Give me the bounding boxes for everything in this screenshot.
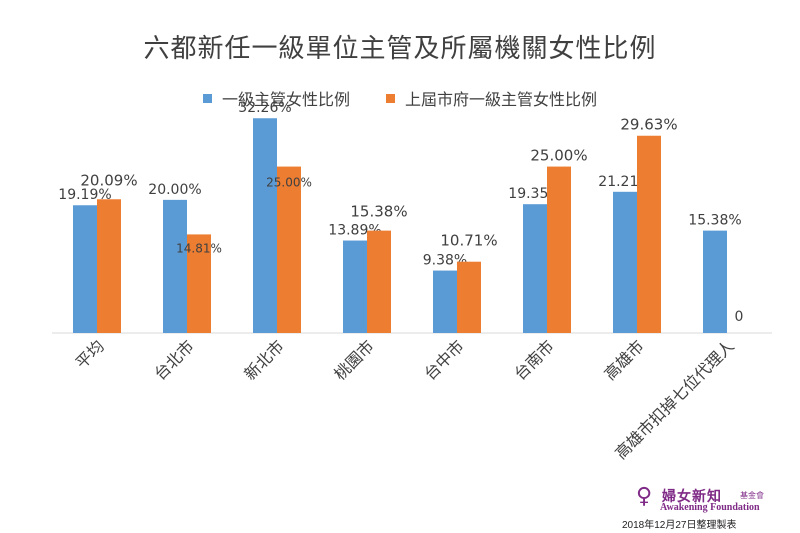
bar-series-1-1: [163, 199, 187, 333]
bar-series-1-5: [523, 204, 547, 333]
data-label-series-1-1: 20.00%: [148, 182, 201, 198]
category-label-4: 台中市: [420, 336, 467, 383]
legend-item-series-2: 上屆市府一級主管女性比例: [386, 86, 597, 110]
bar-series-1-7: [703, 230, 727, 333]
bar-series-2-2: [277, 166, 301, 333]
bar-series-1-2: [253, 118, 277, 333]
data-label-series-2-0: 20.09%: [80, 171, 137, 189]
data-label-series-1-2: 32.26%: [238, 100, 291, 116]
bar-series-1-6: [613, 191, 637, 333]
logo-name-en: Awakening Foundation: [660, 502, 760, 513]
logo-name-cn: 婦女新知: [662, 489, 722, 505]
category-label-6: 高雄市: [600, 336, 647, 383]
logo-name-cn-suffix: 基金會: [740, 491, 764, 500]
category-label-3: 桃園市: [330, 336, 377, 383]
awakening-foundation-logo: ♀ 婦女新知 基金會 Awakening Foundation: [636, 486, 796, 516]
bar-series-2-1: [187, 234, 211, 333]
data-label-series-2-1: 14.81%: [176, 241, 222, 255]
bar-series-1-4: [433, 270, 457, 333]
data-label-series-1-7: 15.38%: [688, 213, 741, 229]
bar-series-2-5: [547, 166, 571, 333]
bar-series-2-0: [97, 199, 121, 333]
legend-swatch-series-1: [202, 93, 212, 103]
chart-legend: 一級主管女性比例 上屆市府一級主管女性比例: [0, 86, 800, 110]
female-symbol-icon: ♀: [636, 484, 653, 509]
data-label-series-2-3: 15.38%: [350, 203, 407, 221]
footnote-date: 2018年12月27日整理製表: [622, 520, 737, 531]
bar-series-1-0: [73, 205, 97, 333]
legend-item-series-1: 一級主管女性比例: [202, 86, 350, 110]
legend-label-series-2: 上屆市府一級主管女性比例: [405, 90, 598, 109]
bar-series-1-3: [343, 240, 367, 333]
legend-label-series-1: 一級主管女性比例: [221, 90, 350, 109]
data-label-series-1-0: 19.19%: [58, 187, 111, 203]
data-label-series-2-5: 25.00%: [530, 147, 587, 165]
bar-series-2-4: [457, 261, 481, 333]
bar-series-2-3: [367, 230, 391, 333]
data-label-series-2-4: 10.71%: [440, 232, 497, 250]
data-label-series-2-6: 29.63%: [620, 116, 677, 134]
chart-title: 六都新任一級單位主管及所屬機關女性比例: [143, 34, 657, 64]
category-label-5: 台南市: [510, 336, 557, 383]
category-label-2: 新北市: [240, 336, 287, 383]
legend-swatch-series-2: [386, 93, 395, 103]
data-label-series-1-4: 9.38%: [423, 253, 467, 269]
data-label-series-2-7: 0: [735, 309, 744, 325]
category-label-1: 台北市: [150, 336, 197, 383]
category-label-0: 平均: [72, 336, 108, 372]
bar-series-2-6: [637, 135, 661, 333]
data-label-series-2-2: 25.00%: [266, 176, 312, 190]
